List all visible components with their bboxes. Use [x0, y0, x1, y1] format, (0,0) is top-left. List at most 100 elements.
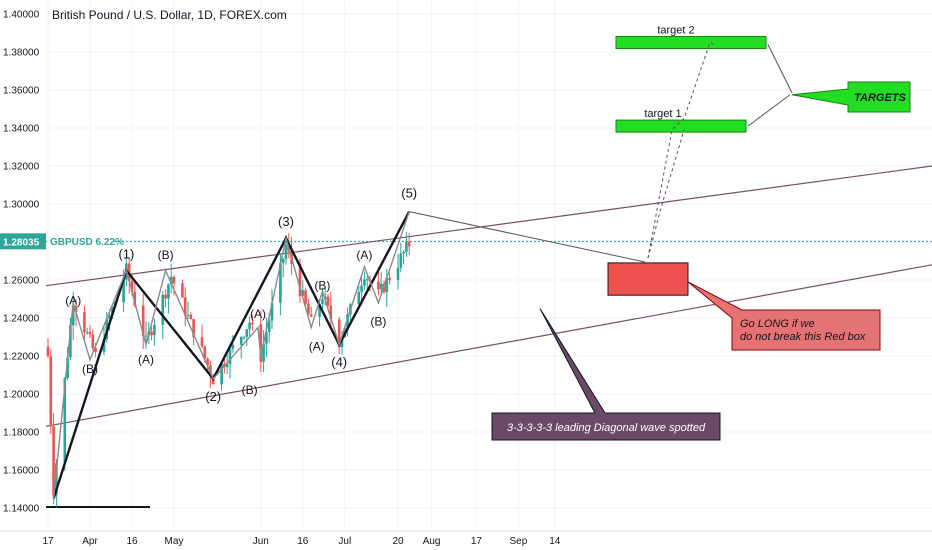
candle-body [231, 344, 235, 349]
candle-body [88, 332, 92, 335]
candle-body [63, 378, 67, 464]
current-price-value: 1.28035 [3, 237, 40, 248]
candle-body [379, 283, 383, 290]
x-tick-label: Sep [510, 536, 528, 547]
candle-body [281, 258, 285, 263]
y-tick-label: 1.40000 [3, 10, 40, 21]
candle-body [122, 279, 125, 303]
x-tick-label: 16 [297, 536, 309, 547]
y-tick-label: 1.14000 [3, 504, 40, 515]
major-wave-label: (4) [331, 355, 347, 370]
red-box [607, 262, 689, 296]
candle-body [284, 244, 288, 259]
candle-body [337, 319, 341, 348]
go-long-text: do not break this Red box [740, 331, 866, 343]
candle-body [340, 336, 344, 348]
candle-body [85, 332, 89, 334]
candle-body [91, 334, 95, 349]
candle-body [323, 296, 327, 300]
minor-wave-label: (B) [242, 383, 258, 397]
candle-body [365, 279, 369, 281]
major-wave-label: (3) [278, 214, 294, 229]
candle-body [248, 322, 251, 330]
candle-body [209, 365, 212, 377]
candle-body [153, 324, 156, 336]
major-wave-label: (1) [118, 247, 134, 262]
x-tick-label: Jun [253, 536, 269, 547]
minor-wave-label: (A) [250, 307, 266, 321]
candle-body [228, 348, 232, 365]
candle-body [298, 263, 302, 296]
candle-body [66, 357, 69, 379]
target-label: target 1 [644, 108, 681, 120]
minor-wave-label: (B) [158, 248, 174, 262]
target-label: target 2 [657, 25, 694, 37]
go-long-callout [687, 281, 881, 351]
candle-body [407, 241, 411, 247]
candle-body [363, 279, 366, 286]
candle-body [181, 283, 184, 298]
candle-body [161, 294, 165, 325]
candle-body [304, 290, 307, 304]
channel-lines [45, 165, 932, 509]
candle-body [242, 336, 246, 338]
minor-wave-label: (B) [314, 279, 330, 293]
targets-callout [791, 81, 911, 113]
candle-body [49, 356, 53, 427]
candle-body [167, 284, 170, 299]
go-long-text: Go LONG if we [740, 318, 815, 330]
x-tick-label: May [165, 536, 184, 547]
y-tick-label: 1.30000 [3, 200, 40, 211]
current-price-label: GBPUSD 6.22% [50, 237, 124, 248]
x-tick-label: 17 [471, 536, 483, 547]
arrow-line [767, 44, 793, 94]
candle-body [169, 276, 173, 285]
candle-body [279, 262, 282, 303]
candle-body [385, 277, 389, 293]
candle-body [133, 291, 137, 306]
candle-body [200, 337, 204, 347]
candle-body [203, 346, 207, 359]
candle-body [265, 332, 268, 344]
candle-body [321, 299, 324, 305]
candle-body [52, 426, 55, 496]
lower-channel-line [45, 264, 932, 427]
upper-channel-line [45, 165, 932, 287]
candle-body [192, 319, 195, 338]
y-tick-label: 1.38000 [3, 48, 40, 59]
minor-wave-label: (A) [309, 339, 325, 353]
candle-body [267, 320, 271, 333]
retrace-line [409, 211, 646, 263]
y-axis-panel [0, 0, 46, 531]
x-tick-label: 14 [549, 536, 561, 547]
x-tick-label: 17 [42, 536, 54, 547]
candle-body [189, 314, 193, 320]
minor-wave-label: (B) [370, 315, 386, 329]
candle-body [326, 296, 330, 306]
y-tick-label: 1.36000 [3, 86, 40, 97]
x-tick-label: Apr [82, 536, 98, 547]
target-box [615, 36, 767, 49]
candle-body [399, 253, 403, 268]
candle-body [388, 277, 391, 280]
candle-body [225, 364, 229, 368]
candle-body [245, 329, 249, 337]
candle-body [186, 314, 190, 316]
x-tick-label: Jul [338, 536, 351, 547]
candle-body [239, 337, 243, 345]
current-price-tag: 1.28035 GBPUSD 6.22% [0, 233, 124, 250]
candle-body [71, 305, 75, 326]
grid [46, 0, 932, 531]
minor-wave-label: (A) [65, 294, 81, 308]
candle-body [102, 339, 106, 352]
candle-body [46, 346, 50, 357]
x-axis: 17 Apr 16 May Jun 16 Jul 20 Aug 17 Sep 14 [42, 536, 560, 547]
candle-body [108, 315, 111, 320]
candle-body [206, 358, 209, 366]
y-tick-label: 1.32000 [3, 162, 40, 173]
candle-body [130, 280, 134, 292]
chart-title: British Pound / U.S. Dollar, 1D, FOREX.c… [52, 8, 287, 22]
candle-body [164, 294, 167, 299]
y-tick-label: 1.16000 [3, 466, 40, 477]
